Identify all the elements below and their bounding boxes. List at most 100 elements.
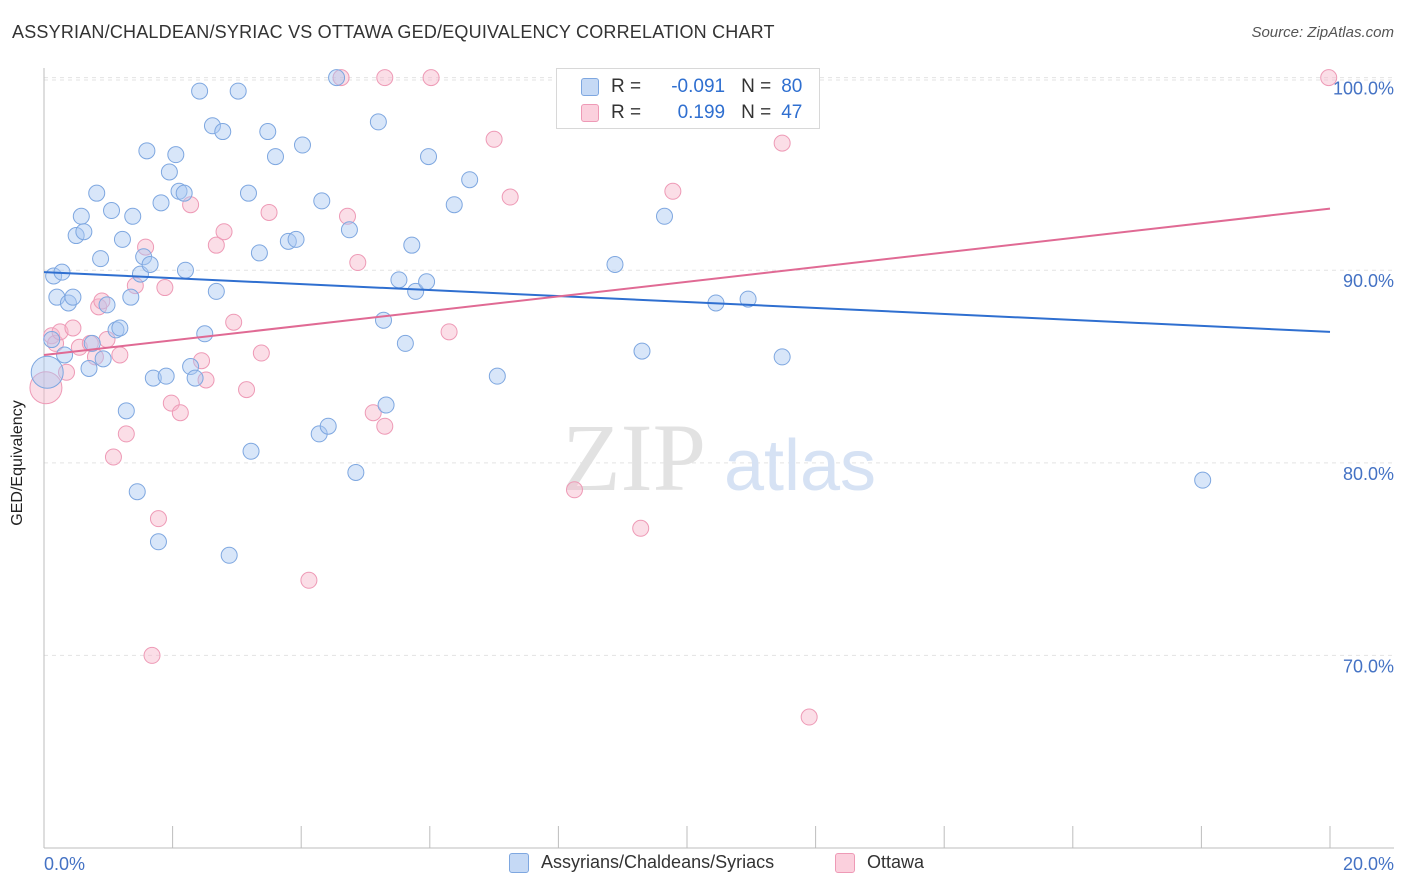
assyrian-point (30, 355, 64, 389)
stats-n-label: N = (741, 102, 772, 123)
ottawa-point (64, 319, 82, 337)
assyrian-point (229, 82, 247, 100)
assyrian-point (167, 146, 185, 164)
stats-swatch-ottawa (581, 104, 599, 122)
ottawa-point (156, 279, 174, 297)
assyrian-point (347, 463, 365, 481)
ottawa-point (332, 69, 350, 87)
ottawa-point (485, 130, 503, 148)
assyrian-point (461, 171, 479, 189)
assyrian-point (319, 417, 337, 435)
ottawa-trend-line (43, 207, 1331, 356)
stats-r-label: R = (611, 76, 642, 97)
assyrian-point (176, 261, 194, 279)
legend-swatch-ottawa (835, 852, 855, 873)
stats-row-ottawa: R = 0.199 N = 47 (581, 100, 802, 126)
assyrian-point (239, 184, 257, 202)
ottawa-point (207, 236, 225, 254)
stats-box: R = -0.091 N = 80 R = 0.199 N = 47 (556, 68, 820, 129)
y-tick-label: 70.0% (1343, 656, 1394, 676)
ottawa-point (260, 203, 278, 221)
assyrian-point (445, 196, 463, 214)
legend-item-ottawa[interactable]: Ottawa (835, 852, 924, 873)
assyrian-point (655, 207, 673, 225)
y-tick-labels: 70.0% 80.0% 90.0% 100.0% (1333, 79, 1394, 677)
stats-r-label: R = (611, 102, 642, 123)
assyrian-point (59, 294, 77, 312)
assyrian-point (144, 369, 162, 387)
ottawa-point (773, 134, 791, 152)
legend-label-ottawa: Ottawa (867, 852, 925, 872)
ottawa-point (376, 417, 394, 435)
assyrian-point (242, 442, 260, 460)
assyrian-point (259, 123, 277, 141)
gridlines (44, 77, 1394, 656)
assyrian-point (773, 348, 791, 366)
ottawa-point (197, 371, 215, 389)
watermark-atlas: atlas (724, 426, 876, 506)
watermark-zip: ZIP (562, 404, 706, 511)
ottawa-point (43, 327, 61, 345)
assyrian-point (250, 244, 268, 262)
ottawa-point (238, 381, 256, 399)
assyrian-point (390, 271, 408, 289)
assyrian-point (43, 331, 61, 349)
legend-item-assyrian[interactable]: Assyrians/Chaldeans/Syriacs (509, 852, 774, 873)
assyrian-point (75, 223, 93, 241)
ottawa-point (300, 571, 318, 589)
assyrian-point (369, 113, 387, 131)
ottawa-point (143, 646, 161, 664)
ottawa-point (349, 254, 367, 272)
ottawa-point (171, 404, 189, 422)
ottawa-point (501, 188, 519, 206)
assyrian-point (117, 402, 135, 420)
assyrian-point (313, 192, 331, 210)
ottawa-point (149, 510, 167, 528)
assyrian-point (377, 396, 395, 414)
assyrian-point (266, 148, 284, 166)
assyrian-point (72, 207, 90, 225)
assyrian-point (214, 123, 232, 141)
assyrian-point (94, 350, 112, 368)
assyrian-point (141, 255, 159, 273)
ottawa-point (364, 404, 382, 422)
assyrian-point (157, 367, 175, 385)
assyrian-point (420, 148, 438, 166)
y-tick-label: 100.0% (1333, 79, 1394, 99)
stats-n-label: N = (741, 76, 772, 97)
assyrian-point (103, 202, 121, 220)
assyrian-point (207, 282, 225, 300)
assyrian-point (111, 319, 129, 337)
assyrian-point (191, 82, 209, 100)
ottawa-points (29, 69, 1338, 726)
assyrian-point (113, 230, 131, 248)
ottawa-point (422, 69, 440, 87)
assyrian-point (739, 290, 757, 308)
ottawa-point (440, 323, 458, 341)
stats-r-value: 0.199 (677, 102, 726, 123)
assyrian-point (64, 288, 82, 306)
stats-n-value: 47 (781, 102, 803, 123)
assyrian-point (149, 533, 167, 551)
y-tick-label: 80.0% (1343, 464, 1394, 484)
stats-n-value: 80 (781, 76, 803, 97)
assyrian-point (175, 184, 193, 202)
ottawa-point (117, 425, 135, 443)
ottawa-point (376, 69, 394, 87)
ottawa-point (215, 223, 233, 241)
ottawa-point (111, 346, 129, 364)
x-tick-label-max: 20.0% (1343, 854, 1394, 874)
assyrian-point (67, 227, 85, 245)
ottawa-point (90, 298, 108, 316)
assyrian-point (98, 296, 116, 314)
ottawa-point (225, 313, 243, 331)
assyrian-point (396, 334, 414, 352)
axes (43, 68, 1394, 849)
assyrian-point (203, 117, 221, 135)
assyrian-point (186, 369, 204, 387)
assyrian-point (160, 163, 178, 181)
ottawa-point (632, 519, 650, 537)
assyrian-point (220, 546, 238, 564)
assyrian-points (30, 69, 1212, 564)
ottawa-point (1320, 69, 1338, 87)
